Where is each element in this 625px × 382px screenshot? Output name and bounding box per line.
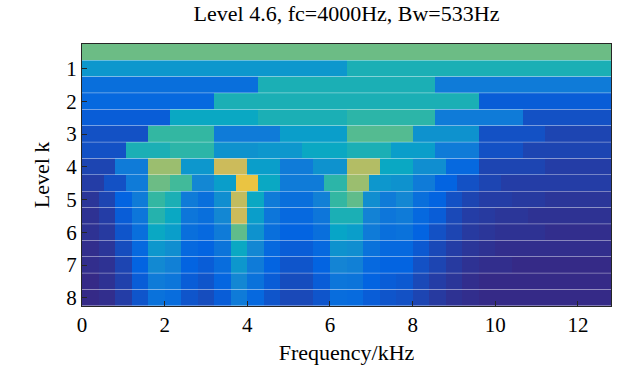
svg-text:4: 4 [66, 155, 77, 179]
svg-text:6: 6 [325, 313, 336, 337]
svg-text:Frequency/kHz: Frequency/kHz [279, 340, 415, 365]
svg-text:2: 2 [66, 90, 77, 114]
svg-text:Level 4.6, fc=4000Hz, Bw=533Hz: Level 4.6, fc=4000Hz, Bw=533Hz [194, 1, 500, 26]
svg-text:12: 12 [567, 313, 588, 337]
svg-text:5: 5 [66, 188, 77, 212]
svg-text:10: 10 [485, 313, 506, 337]
svg-text:0: 0 [77, 313, 88, 337]
svg-text:8: 8 [407, 313, 418, 337]
svg-text:7: 7 [66, 253, 77, 277]
svg-text:2: 2 [159, 313, 170, 337]
svg-text:3: 3 [66, 122, 77, 146]
svg-text:4: 4 [242, 313, 253, 337]
svg-text:Level k: Level k [29, 142, 54, 209]
svg-text:1: 1 [66, 57, 77, 81]
svg-text:6: 6 [66, 221, 77, 245]
svg-text:8: 8 [66, 286, 77, 310]
